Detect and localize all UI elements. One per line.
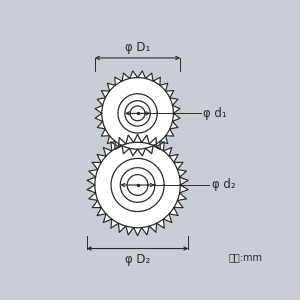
Text: φ D₂: φ D₂ [125, 253, 150, 266]
Text: φ d₁: φ d₁ [203, 107, 227, 120]
Polygon shape [125, 101, 150, 126]
Text: φ d₂: φ d₂ [212, 178, 235, 191]
Polygon shape [87, 134, 188, 236]
Text: φ D₁: φ D₁ [125, 41, 150, 54]
Polygon shape [120, 168, 155, 202]
Polygon shape [111, 158, 164, 212]
Text: 単位:mm: 単位:mm [228, 252, 262, 262]
Polygon shape [95, 71, 180, 156]
Polygon shape [127, 175, 148, 195]
Polygon shape [130, 106, 145, 121]
Polygon shape [118, 94, 157, 133]
